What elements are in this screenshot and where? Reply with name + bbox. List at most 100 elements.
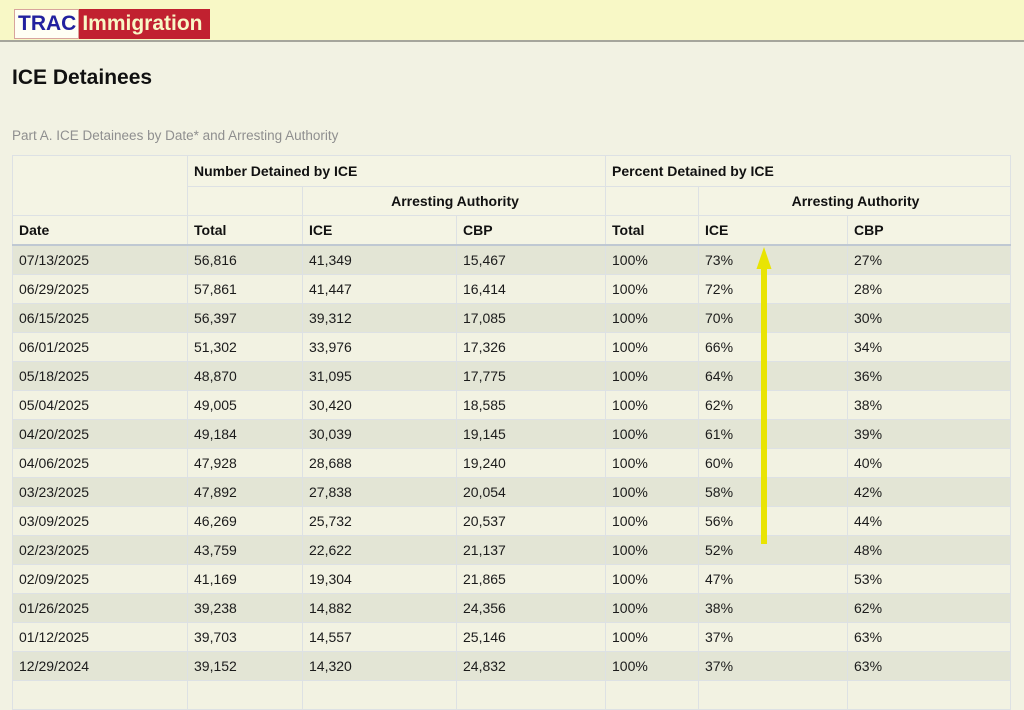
cell-num-total: 49,184 bbox=[187, 419, 303, 449]
cell-pct-ice: 61% bbox=[698, 419, 848, 449]
cell-date: 04/06/2025 bbox=[12, 448, 188, 478]
cell-date bbox=[12, 680, 188, 710]
table-row: 01/26/2025 39,238 14,882 24,356 100% 38% 62% bbox=[12, 593, 1011, 623]
cell-pct-cbp: 63% bbox=[847, 622, 1011, 652]
cell-num-ice: 39,312 bbox=[302, 303, 457, 333]
cell-num-ice: 30,039 bbox=[302, 419, 457, 449]
cell-pct-ice: 64% bbox=[698, 361, 848, 391]
table-row: 06/15/2025 56,397 39,312 17,085 100% 70% 30% bbox=[12, 303, 1011, 333]
cell-pct-cbp: 39% bbox=[847, 419, 1011, 449]
cell-num-cbp: 21,137 bbox=[456, 535, 606, 565]
cell-pct-ice: 38% bbox=[698, 593, 848, 623]
cell-pct-ice: 66% bbox=[698, 332, 848, 362]
cell-pct-cbp bbox=[847, 680, 1011, 710]
cell-num-ice: 41,447 bbox=[302, 274, 457, 304]
cell-num-cbp: 21,865 bbox=[456, 564, 606, 594]
table-row: 03/23/2025 47,892 27,838 20,054 100% 58% 42% bbox=[12, 477, 1011, 507]
cell-num-cbp: 20,054 bbox=[456, 477, 606, 507]
cell-pct-cbp: 63% bbox=[847, 651, 1011, 681]
cell-num-cbp bbox=[456, 680, 606, 710]
cell-date: 03/09/2025 bbox=[12, 506, 188, 536]
cell-date: 05/18/2025 bbox=[12, 361, 188, 391]
col-header-num-ice: ICE bbox=[302, 215, 457, 246]
corner-cell bbox=[12, 155, 188, 216]
cell-pct-total: 100% bbox=[605, 390, 699, 420]
cell-num-total bbox=[187, 680, 303, 710]
cell-num-cbp: 17,775 bbox=[456, 361, 606, 391]
cell-date: 01/26/2025 bbox=[12, 593, 188, 623]
table-row: 04/06/2025 47,928 28,688 19,240 100% 60% 40% bbox=[12, 448, 1011, 478]
cell-pct-ice: 73% bbox=[698, 244, 848, 275]
cell-pct-total: 100% bbox=[605, 361, 699, 391]
cell-num-ice: 27,838 bbox=[302, 477, 457, 507]
col-header-num-cbp: CBP bbox=[456, 215, 606, 246]
col-header-date: Date bbox=[12, 215, 188, 246]
cell-pct-cbp: 36% bbox=[847, 361, 1011, 391]
cell-num-cbp: 19,145 bbox=[456, 419, 606, 449]
page-title: ICE Detainees bbox=[12, 66, 153, 89]
cell-num-cbp: 19,240 bbox=[456, 448, 606, 478]
cell-num-cbp: 24,356 bbox=[456, 593, 606, 623]
trac-immigration-logo[interactable]: TRAC Immigration bbox=[14, 9, 210, 39]
cell-pct-cbp: 30% bbox=[847, 303, 1011, 333]
cell-num-cbp: 16,414 bbox=[456, 274, 606, 304]
cell-pct-cbp: 62% bbox=[847, 593, 1011, 623]
subheader-arresting-authority-percent: Arresting Authority bbox=[698, 186, 1011, 216]
cell-pct-ice: 47% bbox=[698, 564, 848, 594]
cell-num-total: 47,892 bbox=[187, 477, 303, 507]
cell-pct-total: 100% bbox=[605, 593, 699, 623]
table-row: 12/29/2024 39,152 14,320 24,832 100% 37% 63% bbox=[12, 651, 1011, 681]
cell-pct-total: 100% bbox=[605, 332, 699, 362]
table-row: 06/01/2025 51,302 33,976 17,326 100% 66% 34% bbox=[12, 332, 1011, 362]
cell-num-ice: 30,420 bbox=[302, 390, 457, 420]
cell-num-total: 47,928 bbox=[187, 448, 303, 478]
cell-pct-cbp: 38% bbox=[847, 390, 1011, 420]
table-row: 05/04/2025 49,005 30,420 18,585 100% 62% 38% bbox=[12, 390, 1011, 420]
cell-pct-ice bbox=[698, 680, 848, 710]
group-header-row: Number Detained by ICE Percent Detained … bbox=[12, 155, 1011, 216]
table-row bbox=[12, 680, 1011, 710]
cell-num-total: 56,397 bbox=[187, 303, 303, 333]
cell-pct-ice: 56% bbox=[698, 506, 848, 536]
group-header-number: Number Detained by ICE bbox=[187, 155, 606, 187]
cell-num-ice: 14,557 bbox=[302, 622, 457, 652]
cell-pct-ice: 58% bbox=[698, 477, 848, 507]
table-caption: Part A. ICE Detainees by Date* and Arres… bbox=[12, 128, 339, 143]
cell-pct-ice: 70% bbox=[698, 303, 848, 333]
cell-num-total: 51,302 bbox=[187, 332, 303, 362]
cell-num-ice bbox=[302, 680, 457, 710]
cell-num-ice: 31,095 bbox=[302, 361, 457, 391]
cell-num-ice: 41,349 bbox=[302, 244, 457, 275]
cell-pct-ice: 60% bbox=[698, 448, 848, 478]
cell-pct-cbp: 48% bbox=[847, 535, 1011, 565]
cell-pct-cbp: 27% bbox=[847, 244, 1011, 275]
cell-pct-ice: 37% bbox=[698, 622, 848, 652]
detainees-table-wrap: Number Detained by ICE Percent Detained … bbox=[12, 155, 1011, 710]
cell-pct-total: 100% bbox=[605, 622, 699, 652]
cell-date: 06/29/2025 bbox=[12, 274, 188, 304]
cell-date: 05/04/2025 bbox=[12, 390, 188, 420]
cell-pct-ice: 72% bbox=[698, 274, 848, 304]
cell-pct-cbp: 44% bbox=[847, 506, 1011, 536]
cell-num-cbp: 24,832 bbox=[456, 651, 606, 681]
cell-pct-total: 100% bbox=[605, 564, 699, 594]
cell-num-total: 43,759 bbox=[187, 535, 303, 565]
group-header-percent: Percent Detained by ICE bbox=[605, 155, 1011, 187]
cell-pct-total: 100% bbox=[605, 274, 699, 304]
cell-num-ice: 25,732 bbox=[302, 506, 457, 536]
cell-pct-total bbox=[605, 680, 699, 710]
table-row: 05/18/2025 48,870 31,095 17,775 100% 64% 36% bbox=[12, 361, 1011, 391]
table-row: 02/09/2025 41,169 19,304 21,865 100% 47% 53% bbox=[12, 564, 1011, 594]
cell-num-total: 48,870 bbox=[187, 361, 303, 391]
subheader-arresting-authority-number: Arresting Authority bbox=[302, 186, 606, 216]
cell-num-ice: 14,320 bbox=[302, 651, 457, 681]
cell-date: 06/01/2025 bbox=[12, 332, 188, 362]
cell-num-cbp: 15,467 bbox=[456, 244, 606, 275]
cell-num-total: 46,269 bbox=[187, 506, 303, 536]
cell-date: 03/23/2025 bbox=[12, 477, 188, 507]
logo-immigration-text: Immigration bbox=[79, 9, 210, 39]
cell-num-total: 39,152 bbox=[187, 651, 303, 681]
cell-date: 04/20/2025 bbox=[12, 419, 188, 449]
cell-pct-total: 100% bbox=[605, 477, 699, 507]
cell-date: 02/09/2025 bbox=[12, 564, 188, 594]
